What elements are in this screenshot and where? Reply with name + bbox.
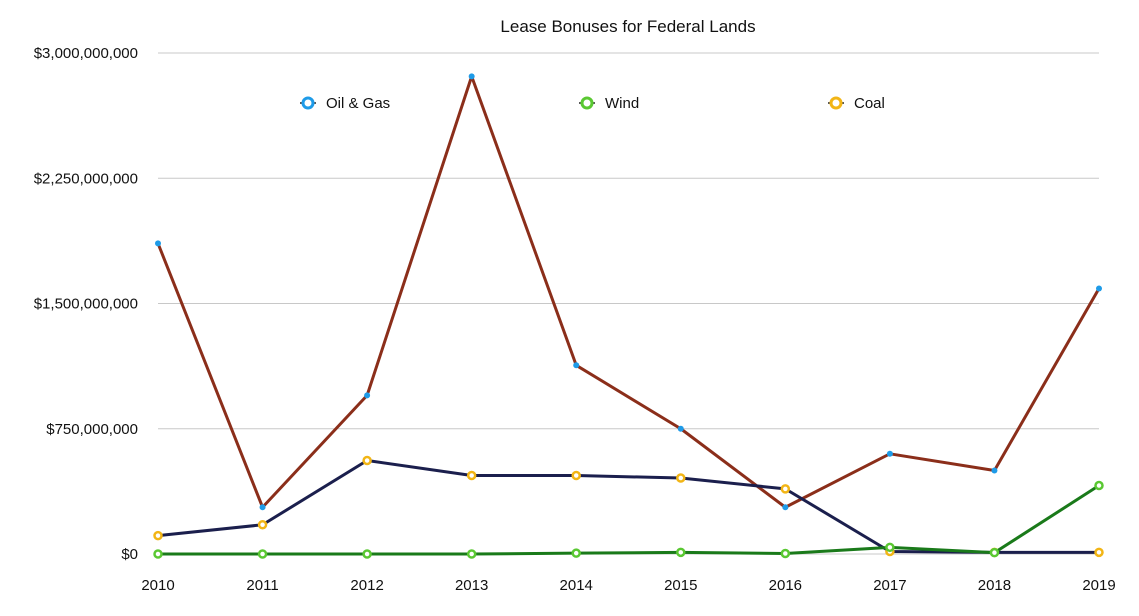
data-point — [468, 73, 475, 80]
data-point — [782, 504, 789, 511]
data-point — [991, 467, 998, 474]
x-tick-label: 2014 — [560, 577, 593, 594]
legend-item-oil-gas: Oil & Gas — [300, 95, 390, 112]
data-point — [780, 484, 791, 494]
data-point — [885, 542, 895, 553]
data-point — [571, 548, 581, 558]
y-tick-label: $1,500,000,000 — [34, 296, 138, 313]
x-tick-label: 2018 — [978, 577, 1011, 594]
x-tick-label: 2010 — [141, 577, 174, 594]
data-point — [886, 450, 893, 457]
data-point — [153, 530, 163, 541]
series-line-coal — [157, 458, 1099, 554]
legend-marker — [580, 96, 594, 110]
y-tick-label: $0 — [121, 546, 138, 563]
y-tick-label: $3,000,000,000 — [34, 45, 138, 62]
data-point — [362, 549, 372, 559]
legend-item-wind: Wind — [579, 95, 639, 112]
data-point — [259, 504, 266, 511]
legend-marker — [829, 96, 843, 110]
series-coal — [153, 455, 1104, 558]
legend-item-coal: Coal — [828, 95, 885, 112]
data-point — [257, 549, 268, 559]
series-layer — [153, 73, 1104, 559]
data-point — [1094, 547, 1104, 558]
series-wind — [153, 480, 1104, 559]
series-oil-gas — [155, 73, 1102, 511]
x-tick-label: 2015 — [664, 577, 697, 594]
data-point — [1096, 285, 1102, 292]
chart-title: Lease Bonuses for Federal Lands — [500, 17, 755, 36]
data-point — [676, 473, 686, 483]
data-point — [362, 455, 372, 466]
legend-label: Coal — [854, 95, 885, 112]
data-point — [257, 520, 268, 530]
x-axis-tick-labels: 2010 2011 2012 2013 2014 2015 2016 2017 2018 2019 — [141, 577, 1115, 594]
data-point — [364, 392, 371, 399]
y-axis-tick-labels: $0 $750,000,000 $1,500,000,000 $2,250,000,0… — [34, 45, 138, 563]
data-point — [676, 547, 686, 558]
series-line-wind — [158, 484, 1100, 556]
data-point — [1094, 480, 1104, 491]
legend: Oil & Gas Wind Coal — [300, 95, 885, 112]
x-tick-label: 2012 — [350, 577, 383, 594]
data-point — [780, 548, 791, 559]
x-tick-label: 2016 — [769, 577, 802, 594]
data-point — [153, 549, 163, 559]
series-line-oil-gas — [156, 74, 1101, 509]
legend-marker — [301, 96, 315, 110]
gridlines — [158, 52, 1099, 555]
data-point — [466, 470, 477, 481]
x-tick-label: 2011 — [246, 577, 278, 594]
x-tick-label: 2019 — [1082, 577, 1115, 594]
data-point — [155, 240, 161, 247]
data-point — [677, 425, 684, 432]
y-tick-label: $2,250,000,000 — [34, 170, 138, 187]
data-point — [466, 549, 477, 559]
legend-label: Wind — [605, 95, 639, 112]
data-point — [571, 470, 581, 481]
legend-label: Oil & Gas — [326, 95, 390, 112]
x-tick-label: 2013 — [455, 577, 488, 594]
data-point — [989, 547, 1000, 558]
data-point — [573, 362, 580, 369]
y-tick-label: $750,000,000 — [46, 421, 138, 438]
x-tick-label: 2017 — [873, 577, 906, 594]
